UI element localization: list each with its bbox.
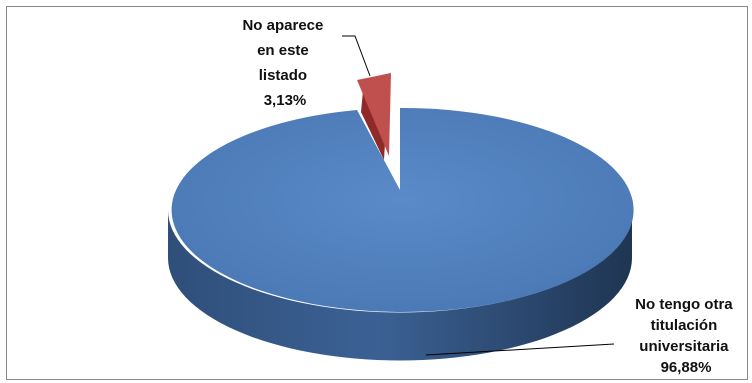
data-label-no-aparece: No aparece en este listado 3,13% <box>242 17 327 109</box>
leader-line-no-aparece <box>342 35 371 77</box>
pie-explode-gap <box>391 74 399 188</box>
pie-slice-no-aparece <box>357 73 391 156</box>
pie-slice-side-no-tengo-otra <box>168 210 632 361</box>
data-label-no-tengo-otra: No tengo otra titulación universitaria 9… <box>635 296 737 376</box>
pie-slice-no-tengo-otra <box>171 107 634 312</box>
leader-line-no-tengo-otra <box>425 343 615 356</box>
